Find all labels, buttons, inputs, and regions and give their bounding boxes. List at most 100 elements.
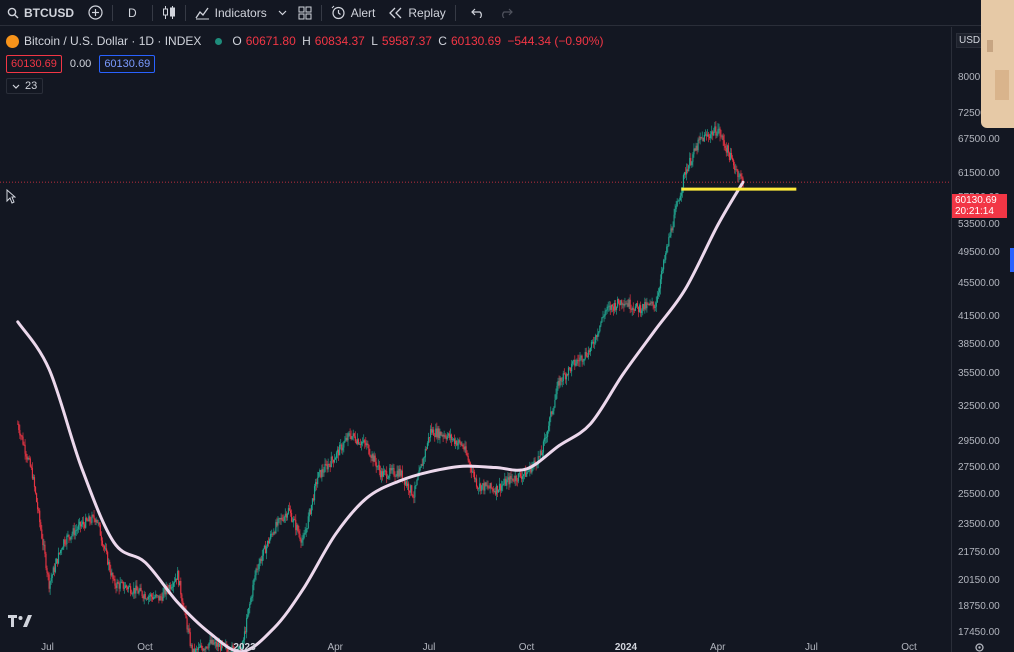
webcam-detail xyxy=(995,70,1009,100)
candle xyxy=(80,520,83,529)
candle xyxy=(493,488,495,493)
candle xyxy=(467,452,469,463)
candle xyxy=(52,565,54,575)
undo-button[interactable] xyxy=(464,0,492,26)
chart-type-button[interactable] xyxy=(155,0,183,26)
alert-button[interactable]: Alert xyxy=(324,0,383,26)
interval-button[interactable]: D xyxy=(115,0,150,26)
candle xyxy=(276,517,278,528)
candle xyxy=(691,160,693,168)
candle xyxy=(692,152,694,167)
candle xyxy=(24,439,26,460)
candle xyxy=(274,530,276,535)
candle xyxy=(621,299,623,310)
candle xyxy=(83,516,85,529)
candle xyxy=(661,267,664,275)
candle xyxy=(66,533,68,550)
sell-price-button[interactable]: 60130.69 xyxy=(6,55,62,73)
candle xyxy=(64,536,66,547)
candle xyxy=(290,509,293,523)
candle xyxy=(584,347,586,361)
candle xyxy=(668,233,670,247)
candle xyxy=(205,646,207,652)
candle xyxy=(657,287,659,300)
candle xyxy=(199,643,201,649)
candlestick-icon xyxy=(162,6,175,19)
indicators-collapse-button[interactable]: 23 xyxy=(6,78,44,94)
candle xyxy=(403,479,406,491)
candle xyxy=(664,254,666,264)
candle xyxy=(170,584,172,591)
time-tick-label: Apr xyxy=(709,642,726,652)
replay-button[interactable]: Replay xyxy=(382,0,452,26)
candle xyxy=(399,465,401,478)
price-axis[interactable] xyxy=(951,27,1014,652)
candle xyxy=(262,548,264,561)
candle xyxy=(284,508,286,523)
candle xyxy=(26,453,28,463)
candle xyxy=(20,433,22,441)
candle xyxy=(327,458,329,473)
candle xyxy=(540,445,542,456)
candle xyxy=(389,464,391,480)
candle xyxy=(67,530,69,538)
candle xyxy=(498,477,501,492)
candle xyxy=(686,163,688,181)
candle xyxy=(51,574,53,583)
candle xyxy=(108,558,110,571)
candle xyxy=(206,646,208,649)
indicators-dropdown[interactable] xyxy=(274,0,291,26)
candle xyxy=(87,518,89,522)
candle xyxy=(602,310,604,319)
candle xyxy=(703,132,705,143)
indicators-icon xyxy=(195,7,209,19)
candle xyxy=(292,517,294,523)
candle xyxy=(672,221,674,233)
symbol-search-button[interactable]: BTCUSD xyxy=(0,0,81,26)
candle xyxy=(353,432,355,439)
candle xyxy=(563,368,565,375)
candle xyxy=(694,147,696,152)
candle xyxy=(169,582,171,592)
candle xyxy=(201,642,203,651)
candle xyxy=(441,431,443,438)
candle xyxy=(188,623,190,634)
candle xyxy=(324,458,326,473)
candle xyxy=(336,446,339,459)
buy-price-button[interactable]: 60130.69 xyxy=(99,55,156,73)
candle xyxy=(550,406,552,423)
compare-symbol-button[interactable] xyxy=(81,0,110,26)
indicators-button[interactable]: Indicators xyxy=(188,0,274,26)
layout-templates-button[interactable] xyxy=(291,0,319,26)
price-chart[interactable] xyxy=(0,27,951,652)
candle xyxy=(79,521,82,533)
open-value: 60671.80 xyxy=(245,34,296,48)
candle xyxy=(547,430,549,443)
candle xyxy=(363,434,365,444)
candle xyxy=(562,370,564,386)
candle xyxy=(278,517,280,524)
candle xyxy=(671,226,673,233)
candle xyxy=(364,438,366,449)
candle xyxy=(75,524,77,536)
candle xyxy=(675,200,677,213)
candle xyxy=(161,592,163,604)
candle xyxy=(439,428,441,444)
candle xyxy=(634,303,636,312)
candle xyxy=(102,544,105,551)
gear-icon[interactable] xyxy=(974,642,985,652)
candle xyxy=(105,543,108,555)
candle xyxy=(88,513,90,522)
candle xyxy=(118,581,120,595)
candle xyxy=(139,584,141,592)
candle xyxy=(126,585,129,593)
currency-button[interactable]: USD xyxy=(956,33,984,48)
candle xyxy=(45,551,47,571)
candle xyxy=(640,301,642,317)
candle xyxy=(370,455,372,463)
candle xyxy=(482,482,484,490)
candle xyxy=(376,465,378,471)
candle xyxy=(531,461,533,475)
redo-button[interactable] xyxy=(492,0,520,26)
candle xyxy=(660,266,663,284)
